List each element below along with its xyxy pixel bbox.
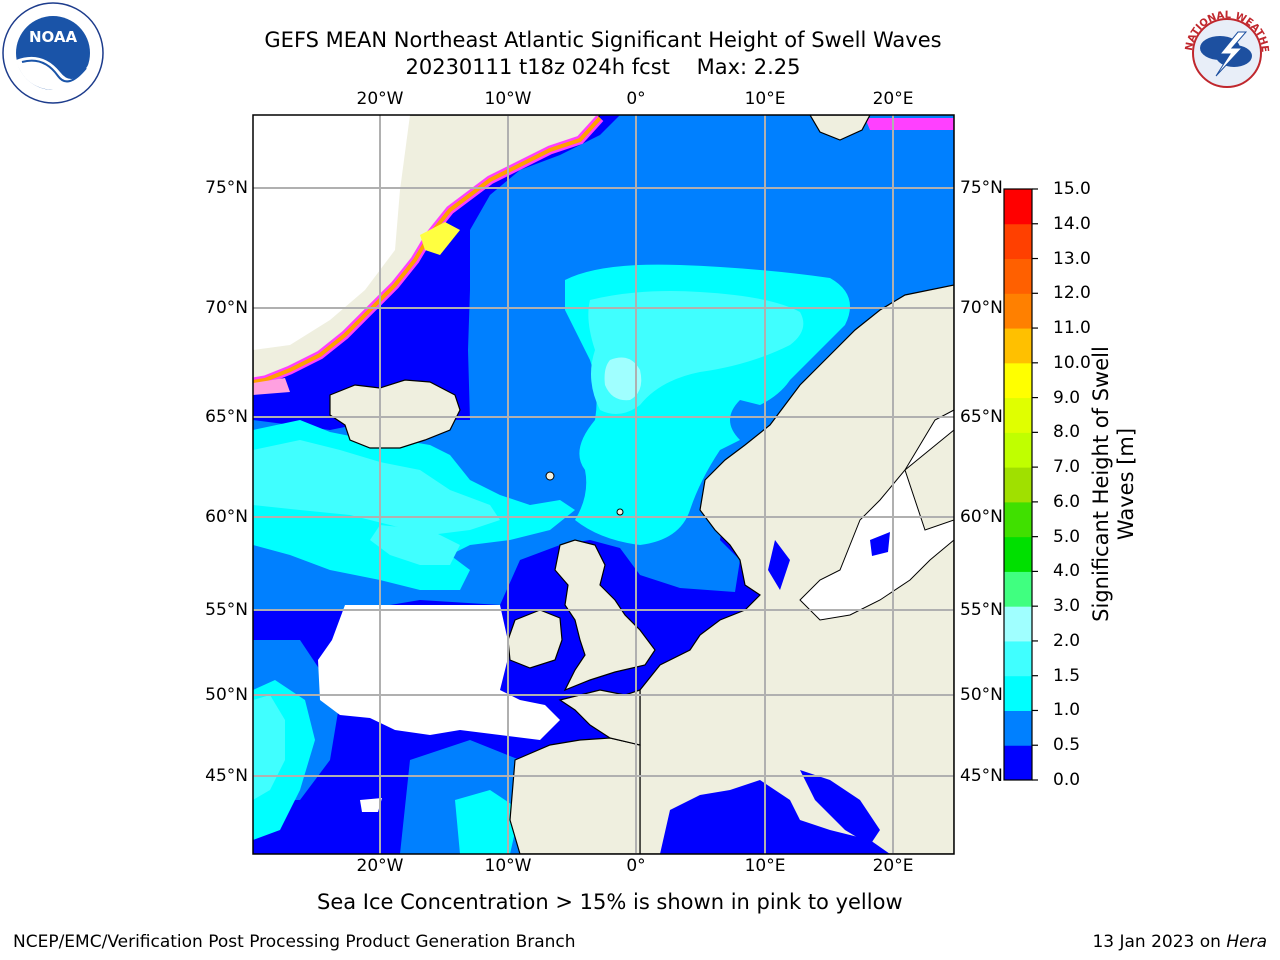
lon-tick-bottom: 0° [626,856,646,876]
colorbar-swatch [1004,640,1032,677]
colorbar-swatch [1004,710,1032,746]
lon-tick-bottom: 10°E [744,856,786,876]
lat-tick-right: 60°N [960,507,1003,527]
colorbar-tick-label: 0.0 [1053,770,1081,790]
noaa-logo-text: NOAA [29,28,78,46]
colorbar-swatch [1004,536,1032,572]
colorbar-swatch [1004,745,1032,781]
colorbar-tick-label: 8.0 [1053,422,1081,443]
footer-date: 13 Jan 2023 on Hera [1092,932,1267,952]
colorbar-swatch [1004,397,1032,433]
map-frame [252,114,955,855]
colorbar-tick-label: 1.5 [1053,665,1081,686]
colorbar-tick-label: 10.0 [1053,352,1091,373]
lon-tick-top: 10°W [484,89,532,109]
sea-ice-note: Sea Ice Concentration > 15% is shown in … [317,890,903,914]
colorbar-swatch [1004,467,1032,503]
lat-tick-left: 70°N [205,298,248,318]
iceland-land [329,379,461,449]
footer-date-text: 13 Jan 2023 on [1092,932,1227,952]
lon-tick-top: 20°E [872,89,914,109]
colorbar-tick-label: 12.0 [1053,283,1091,304]
colorbar-tick-label: 5.0 [1053,526,1081,547]
lat-tick-left: 45°N [205,766,248,786]
lat-tick-right: 45°N [960,766,1003,786]
lat-tick-right: 75°N [960,178,1003,198]
grid-lines [253,115,954,854]
lat-tick-right: 50°N [960,685,1003,705]
swell-band-2.0-3.0 [604,357,642,401]
colorbar-tick-label: 6.0 [1053,491,1081,512]
france-land [558,689,641,746]
colorbar-swatch [1004,571,1032,607]
colorbar-swatch [1004,328,1032,364]
lat-tick-left: 55°N [205,600,248,620]
noaa-logo: NOAA [2,2,104,104]
lat-tick-left: 65°N [205,407,248,427]
colorbar-tick-label: 13.0 [1053,248,1091,269]
chart-title: GEFS MEAN Northeast Atlantic Significant… [264,28,942,52]
colorbar-tick-label: 11.0 [1053,318,1091,339]
lon-tick-top: 10°E [744,89,786,109]
colorbar-tick-label: 2.0 [1053,630,1081,651]
lat-tick-left: 75°N [205,178,248,198]
colorbar-tick-label: 15.0 [1053,179,1091,199]
lon-tick-top: 20°W [356,89,404,109]
svalbard-land [809,115,871,141]
lat-tick-left: 50°N [205,685,248,705]
colorbar-tick-label: 0.5 [1053,735,1081,756]
colorbar-frame [1003,188,1033,781]
greenland-ice-area [253,115,410,350]
colorbar-swatch [1004,258,1032,294]
colorbar-tick-label: 1.0 [1053,700,1081,721]
lat-tick-right: 55°N [960,600,1003,620]
colorbar-swatch [1004,606,1032,642]
lon-tick-bottom: 20°W [356,856,404,876]
chart-subtitle: 20230111 t18z 024h fcst Max: 2.25 [405,55,801,79]
colorbar-tick-label: 14.0 [1053,213,1091,234]
lon-tick-bottom: 20°E [872,856,914,876]
mediterranean-sea [660,780,890,854]
colorbar-tick-label: 4.0 [1053,561,1081,582]
no-data-region [318,605,560,740]
lat-tick-right: 70°N [960,298,1003,318]
scandinavia-land [639,284,954,854]
colorbar-tick-label: 7.0 [1053,457,1081,478]
colorbar-swatch [1004,362,1032,399]
lat-tick-right: 65°N [960,407,1003,427]
colorbar-tick-label: 3.0 [1053,596,1081,617]
footer-host: Hera [1226,932,1267,952]
lon-tick-bottom: 10°W [484,856,532,876]
colorbar-swatch [1004,293,1032,329]
colorbar-swatch [1004,675,1032,711]
lat-tick-left: 60°N [205,507,248,527]
colorbar-swatch [1004,501,1032,538]
colorbar-tick-label: 9.0 [1053,387,1081,408]
colorbar-swatch [1004,223,1032,260]
footer-credit: NCEP/EMC/Verification Post Processing Pr… [13,932,576,952]
colorbar-swatch [1004,432,1032,468]
lon-tick-top: 0° [626,89,646,109]
colorbar-swatch [1004,189,1032,225]
swell-band-1.5-2.0 [253,291,804,800]
nws-logo: NATIONAL WEATHER SERVICE [1176,2,1277,103]
